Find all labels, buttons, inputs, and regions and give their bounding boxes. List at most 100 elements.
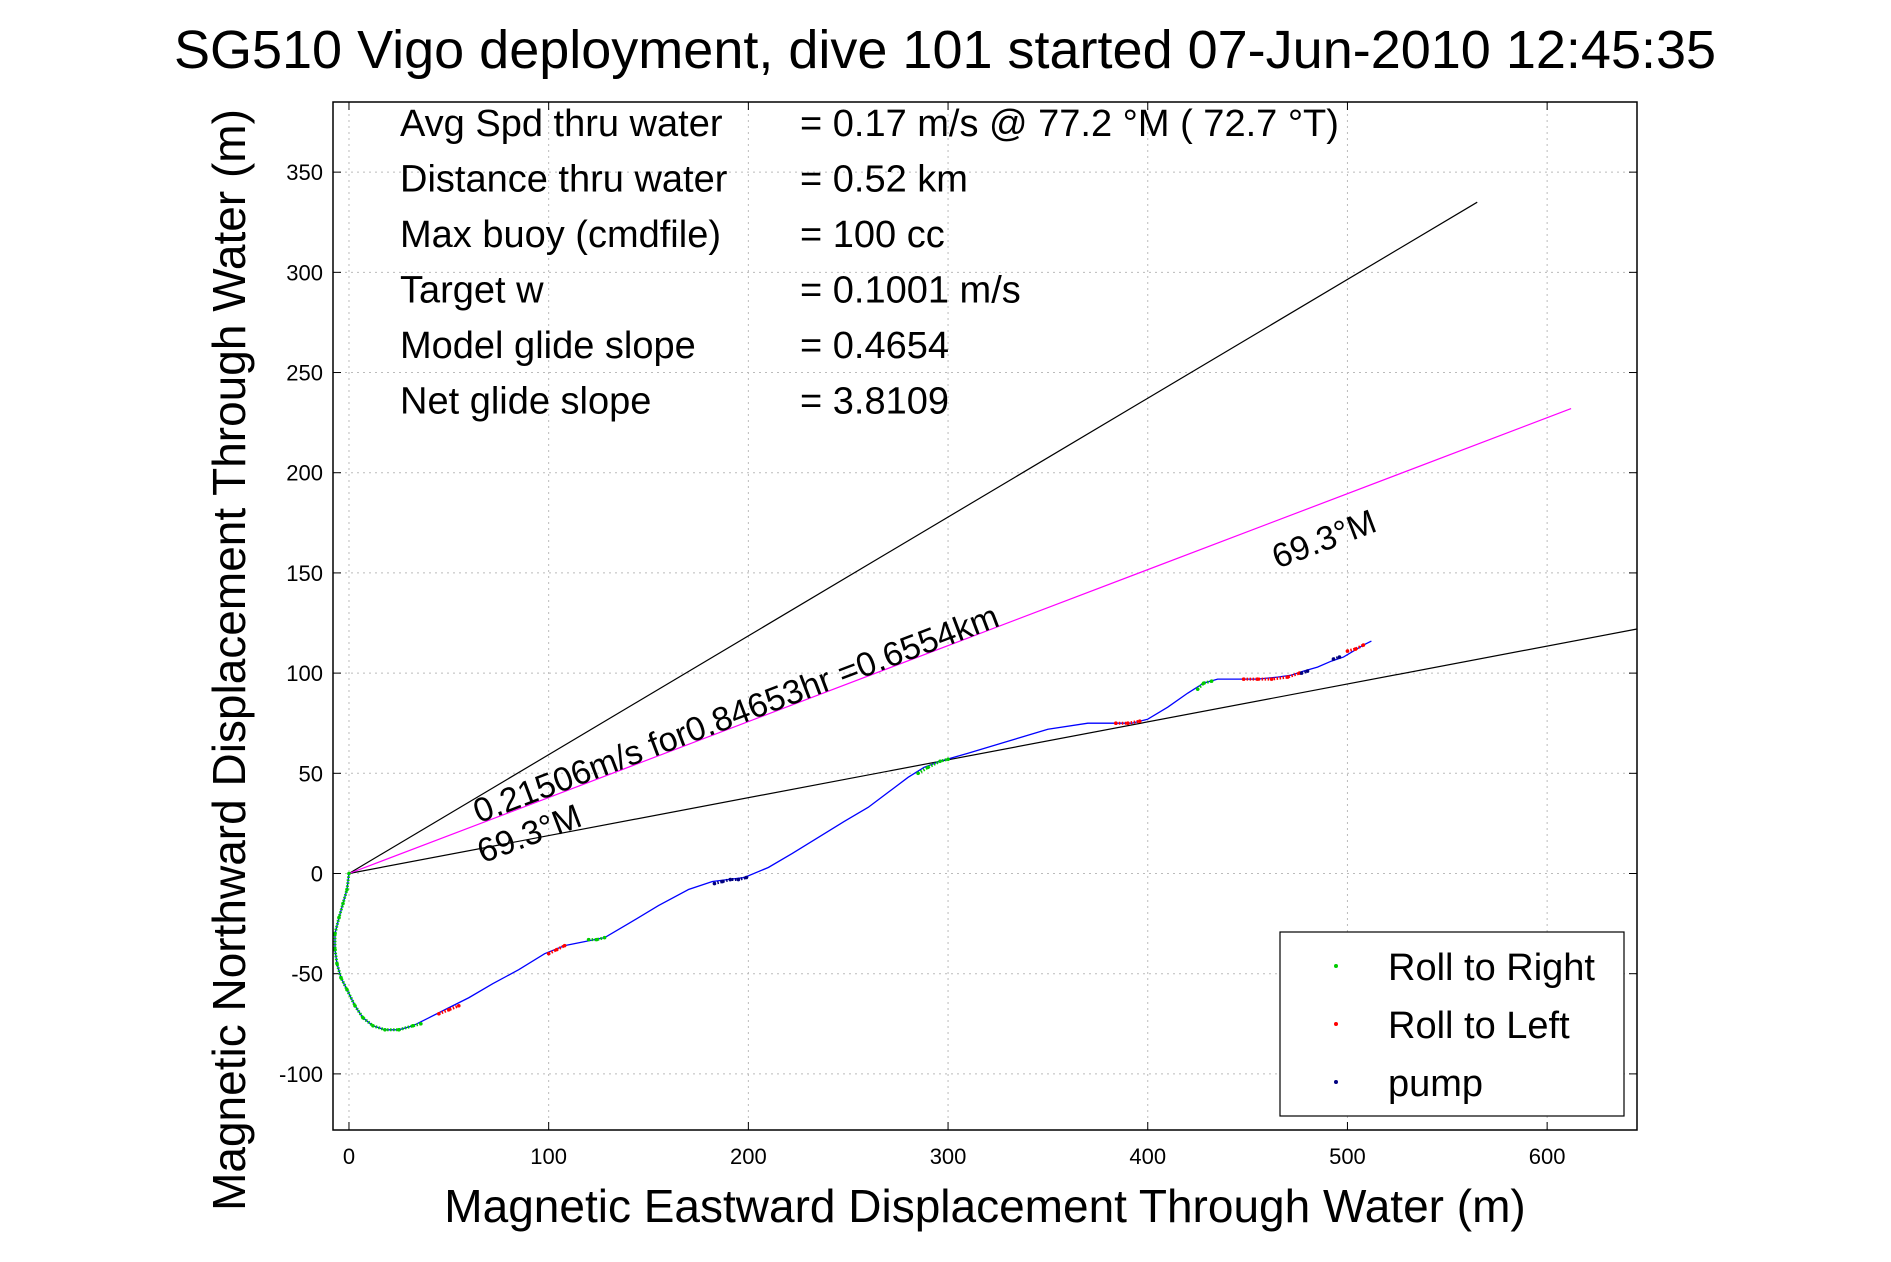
data-point: [720, 879, 725, 884]
reference-line: [348, 408, 1572, 875]
data-point: [419, 1021, 423, 1026]
data-point: [554, 947, 559, 952]
x-axis-label: Magnetic Eastward Displacement Through W…: [444, 1180, 1525, 1232]
chart-title: SG510 Vigo deployment, dive 101 started …: [174, 20, 1716, 80]
series-segment: [917, 757, 949, 775]
legend-marker: [1334, 964, 1338, 968]
data-point: [1353, 647, 1358, 651]
data-point: [712, 881, 717, 886]
stats-panel: Avg Spd thru water = 0.17 m/s @ 77.2 °M (…: [400, 103, 1339, 423]
legend-entry: Roll to Left: [1388, 1005, 1570, 1047]
data-point: [361, 1015, 365, 1020]
stat-label: Distance thru water: [400, 159, 728, 201]
stat-value: = 0.4654: [800, 325, 949, 367]
data-point: [1361, 643, 1366, 647]
stat-label: Net glide slope: [400, 381, 651, 423]
stat-value: = 100 cc: [800, 214, 945, 256]
data-point: [353, 1003, 357, 1008]
data-point: [546, 951, 551, 956]
legend: Roll to Right Roll to Left pump: [1279, 931, 1625, 1117]
reference-line: [348, 628, 1638, 875]
data-point: [337, 915, 341, 920]
data-point: [562, 943, 567, 948]
data-point: [1331, 657, 1336, 661]
data-point: [728, 877, 733, 882]
data-point: [411, 1023, 415, 1028]
legend-marker: [1334, 1080, 1338, 1084]
data-point: [437, 1011, 441, 1016]
data-point: [1269, 677, 1274, 681]
x-tick-label: 600: [1529, 1144, 1566, 1169]
x-tick-label: 300: [930, 1144, 967, 1169]
y-tick-label: 150: [286, 561, 323, 586]
series-segment: [588, 936, 605, 942]
data-point: [339, 975, 343, 980]
data-point: [916, 771, 920, 776]
data-point: [333, 931, 337, 936]
data-point: [335, 961, 339, 966]
series-layer: [333, 643, 1366, 1032]
data-point: [586, 937, 591, 942]
x-tick-label: 400: [1129, 1144, 1166, 1169]
data-point: [447, 1007, 451, 1012]
y-tick-label: 100: [286, 661, 323, 686]
data-point: [1299, 671, 1304, 675]
data-point: [1195, 687, 1200, 691]
series-segment: [1115, 719, 1141, 725]
tick-labels: 0 100 200 300 400 500 600 -100 -50 0 50 100 150 200 25…: [279, 160, 1566, 1169]
data-point: [926, 765, 930, 770]
plot-border: [332, 101, 1638, 1131]
data-point: [333, 947, 337, 952]
legend-marker: [1334, 1022, 1338, 1026]
data-point: [1137, 719, 1142, 724]
stat-value: = 0.1001 m/s: [800, 270, 1021, 312]
data-point: [1345, 649, 1350, 653]
series-segment: [438, 1004, 460, 1016]
data-point: [1209, 679, 1214, 683]
reference-line: [348, 201, 1478, 875]
data-point: [347, 871, 351, 876]
data-point: [341, 901, 345, 906]
series-roll-to-right: [333, 679, 1214, 1032]
y-tick-label: -100: [279, 1062, 323, 1087]
data-point: [1125, 721, 1130, 726]
data-point: [1337, 655, 1342, 659]
stat-label: Max buoy (cmdfile): [400, 214, 721, 256]
data-point: [1285, 675, 1290, 679]
series-pump: [712, 655, 1342, 886]
y-tick-label: 0: [311, 862, 323, 887]
y-tick-label: -50: [291, 962, 323, 987]
data-point: [1113, 721, 1118, 726]
data-point: [397, 1028, 401, 1032]
y-tick-label: 350: [286, 160, 323, 185]
x-tick-label: 500: [1329, 1144, 1366, 1169]
data-point: [946, 757, 950, 762]
y-tick-label: 300: [286, 260, 323, 285]
y-axis-label: Magnetic Northward Displacement Through …: [203, 109, 255, 1211]
stat-value: = 0.52 km: [800, 159, 968, 201]
data-point: [602, 935, 607, 940]
stat-value: = 0.17 m/s @ 77.2 °M ( 72.7 °T): [800, 103, 1339, 145]
y-tick-label: 200: [286, 461, 323, 486]
data-point: [594, 937, 599, 942]
data-point: [1201, 681, 1206, 685]
data-point: [744, 875, 749, 880]
data-point: [1305, 669, 1310, 673]
stat-label: Model glide slope: [400, 325, 696, 367]
legend-entry: pump: [1388, 1063, 1483, 1105]
stat-label: Target w: [400, 270, 544, 312]
stat-label: Avg Spd thru water: [400, 103, 723, 145]
x-tick-label: 200: [730, 1144, 767, 1169]
x-tick-label: 0: [343, 1144, 355, 1169]
legend-entry: Roll to Right: [1388, 947, 1595, 989]
data-point: [938, 759, 942, 764]
x-tick-label: 100: [530, 1144, 567, 1169]
data-point: [1255, 677, 1260, 681]
y-tick-label: 50: [299, 761, 323, 786]
data-point: [383, 1028, 387, 1032]
reference-lines: [348, 201, 1638, 875]
data-point: [736, 877, 741, 882]
data-point: [345, 887, 349, 892]
y-tick-label: 250: [286, 361, 323, 386]
